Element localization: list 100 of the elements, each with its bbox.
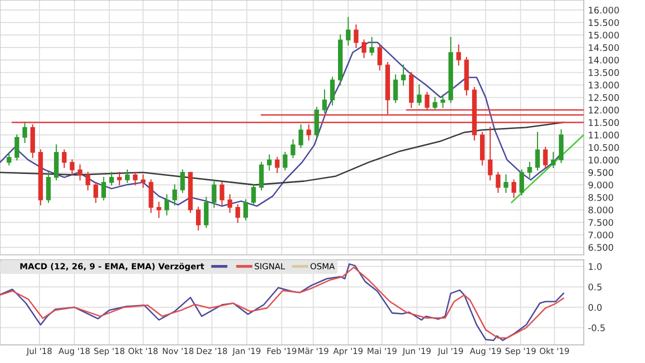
x-tick-label: Okt '18 (128, 348, 158, 354)
candlestick (377, 44, 382, 71)
x-tick-label: Feb '19 (267, 348, 296, 354)
candlestick (274, 156, 280, 173)
y-tick-label: 0.0 (588, 304, 602, 311)
candlestick (93, 182, 98, 203)
candlestick (62, 149, 67, 168)
y-tick-label: 11.000 (588, 132, 619, 138)
y-tick-label: 13.500 (588, 69, 619, 76)
x-tick-label: Aug '19 (470, 348, 502, 356)
candlestick (496, 172, 500, 193)
candlestick (346, 16, 351, 46)
candlestick (132, 172, 138, 186)
candlestick (527, 162, 532, 178)
candlestick (393, 74, 398, 103)
candlestick (322, 89, 327, 113)
candlestick (290, 139, 296, 158)
candlestick (22, 122, 28, 143)
candlestick (416, 84, 422, 106)
y-tick-label: 15.000 (588, 32, 619, 39)
candlestick (550, 152, 556, 168)
candlestick (109, 172, 114, 186)
candlestick (220, 182, 224, 206)
candlestick (251, 184, 256, 206)
candlestick (101, 176, 106, 200)
candlestick (298, 124, 304, 148)
y-tick-label: 10.500 (588, 144, 619, 151)
line-series (0, 122, 564, 186)
candlestick (6, 152, 12, 166)
candlestick (125, 169, 130, 183)
candlestick (180, 169, 185, 193)
legend-label: SIGNAL (254, 263, 286, 270)
y-tick-label: 6.500 (588, 244, 614, 251)
candlestick (164, 194, 170, 216)
x-tick-label: Apr '19 (333, 348, 363, 356)
candlestick (424, 92, 430, 110)
candlestick (456, 44, 461, 66)
y-tick-label: 11.500 (588, 119, 619, 126)
y-tick-label: 16.000 (588, 6, 619, 14)
y-tick-label: 9.500 (588, 169, 614, 176)
x-tick-label: Mai '19 (368, 348, 397, 354)
x-tick-label: Sep '19 (506, 348, 536, 356)
legend-label: OSMA (310, 263, 335, 270)
y-tick-label: 13.000 (588, 82, 619, 88)
candlestick (243, 199, 248, 220)
candlestick (78, 164, 82, 180)
x-tick-label: Jun '19 (402, 348, 431, 356)
x-tick-label: Aug '18 (58, 348, 90, 356)
y-tick-label: 8.500 (588, 194, 614, 201)
y-tick-label: 14.000 (588, 56, 619, 64)
candlestick (535, 132, 540, 170)
y-tick-label: 0.5 (588, 284, 602, 290)
candlestick (86, 172, 90, 190)
candlestick (267, 154, 272, 170)
x-tick-label: Jan '19 (232, 348, 260, 356)
candlestick (512, 179, 516, 198)
y-tick-label: 1.0 (588, 263, 602, 270)
candlestick (432, 96, 438, 110)
candlestick (172, 184, 177, 206)
candlestick (196, 206, 201, 230)
candlestick (259, 162, 264, 190)
candlestick (117, 172, 122, 186)
y-tick-label: 9.000 (588, 182, 614, 188)
candlestick (401, 64, 406, 86)
y-tick-label: 10.000 (588, 156, 619, 164)
y-tick-label: 7.000 (588, 232, 614, 238)
candlestick (504, 174, 508, 193)
y-tick-label: -0.5 (588, 324, 605, 332)
legend-title: MACD (12, 26, 9 - EMA, EMA) Verzögert (20, 262, 204, 272)
candlestick (228, 194, 232, 213)
x-tick-label: Dez '18 (196, 348, 228, 354)
candlestick (362, 39, 366, 58)
candlestick (488, 126, 493, 180)
candlestick (156, 202, 162, 218)
x-tick-label: Okt '19 (540, 348, 569, 354)
candlestick (46, 172, 51, 203)
candlestick (282, 152, 288, 170)
x-tick-label: Mär '19 (298, 348, 328, 354)
x-tick-label: Jul '18 (26, 348, 52, 356)
y-tick-label: 12.000 (588, 106, 619, 114)
x-tick-label: Jul '19 (438, 348, 463, 356)
candlestick (204, 196, 209, 228)
candlestick (212, 179, 216, 208)
x-tick-label: Nov '18 (162, 348, 194, 354)
y-tick-label: 7.500 (588, 219, 614, 226)
y-tick-label: 8.000 (588, 206, 614, 214)
y-tick-label: 15.500 (588, 19, 619, 26)
candlestick (235, 204, 240, 223)
candlestick (140, 174, 146, 188)
candlestick (70, 159, 74, 176)
candlestick (306, 124, 312, 140)
x-tick-label: Sep '18 (94, 348, 124, 356)
candlestick (354, 24, 358, 48)
y-tick-label: 14.500 (588, 44, 619, 52)
candlestick (519, 169, 524, 196)
y-tick-label: 12.500 (588, 94, 619, 101)
candlestick (370, 36, 374, 56)
candlestick (543, 146, 548, 168)
candlestick (330, 76, 335, 106)
candlestick (440, 94, 446, 108)
